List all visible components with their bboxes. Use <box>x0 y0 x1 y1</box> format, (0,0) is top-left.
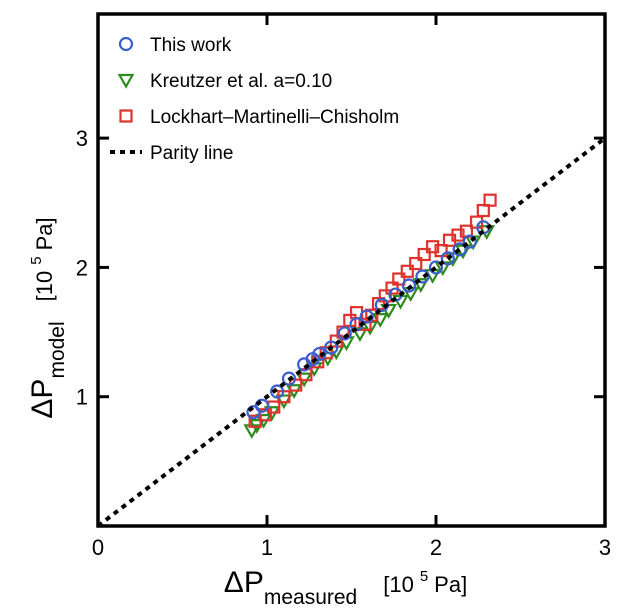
point-this-work <box>359 309 374 324</box>
point-this-work <box>401 278 417 293</box>
x-tick-label: 2 <box>430 535 442 560</box>
x-axis-unit-prefix: [10 <box>383 572 414 597</box>
x-tick-label: 1 <box>261 535 273 560</box>
point-lockhart-martinelli-chisholm <box>476 203 490 218</box>
y-axis-unit-suffix: Pa] <box>32 217 57 250</box>
y-tick-label: 2 <box>76 255 88 280</box>
y-axis-label: ΔPmodel [10 5 Pa] <box>26 217 69 418</box>
point-lockhart-martinelli-chisholm <box>451 228 465 242</box>
point-this-work <box>270 384 285 399</box>
legend: This work Kreutzer et al. a=0.10 Lockhart–… <box>110 35 399 164</box>
legend-swatch-this-work <box>118 36 134 52</box>
y-axis-subscript: model <box>46 321 69 378</box>
point-this-work <box>324 340 339 355</box>
point-this-work <box>312 346 327 362</box>
point-lockhart-martinelli-chisholm <box>434 244 448 258</box>
legend-swatch-lockhart-martinelli-chisholm <box>119 109 133 123</box>
y-axis-exponent: 5 <box>28 256 45 264</box>
legend-swatch-kreutzer-et-al-a-0-10 <box>117 73 135 89</box>
point-kreutzer-et-al-a-0-10 <box>243 424 261 440</box>
point-lockhart-martinelli-chisholm <box>483 193 497 207</box>
x-tick-label: 3 <box>599 535 611 560</box>
x-axis-subscript: measured <box>264 586 357 609</box>
point-this-work <box>452 242 467 257</box>
legend-label-kreutzer-et-al-a-0-10: Kreutzer et al. a=0.10 <box>150 71 332 92</box>
legend-label-this-work: This work <box>150 35 232 56</box>
point-this-work <box>337 326 352 341</box>
y-tick-label: 1 <box>76 385 88 410</box>
plot-frame <box>96 12 607 528</box>
point-lockhart-martinelli-chisholm <box>426 240 440 254</box>
parity-line <box>96 136 607 528</box>
x-axis-symbol: ΔP <box>224 566 264 599</box>
legend-label-parity-line: Parity line <box>150 143 233 164</box>
point-this-work <box>462 234 477 249</box>
x-axis-unit-suffix: Pa] <box>434 572 467 597</box>
point-this-work <box>281 371 297 386</box>
point-this-work <box>428 260 444 275</box>
x-tick-label: 0 <box>92 535 104 560</box>
point-lockhart-martinelli-chisholm <box>417 247 431 262</box>
point-lockhart-martinelli-chisholm <box>409 256 423 271</box>
point-lockhart-martinelli-chisholm <box>392 272 406 286</box>
point-kreutzer-et-al-a-0-10 <box>412 278 430 293</box>
y-axis-unit-prefix: [10 <box>32 271 57 302</box>
y-tick-label: 3 <box>76 126 88 151</box>
point-this-work <box>415 269 430 284</box>
x-axis-exponent: 5 <box>420 568 428 585</box>
plot-marks <box>96 136 607 528</box>
legend-label-lockhart-martinelli-chisholm: Lockhart–Martinelli–Chisholm <box>150 107 399 128</box>
point-this-work <box>254 398 270 413</box>
y-axis-symbol: ΔP <box>26 379 59 419</box>
point-this-work <box>440 251 455 266</box>
point-lockhart-martinelli-chisholm <box>400 264 414 278</box>
x-axis-label: ΔPmeasured [10 5 Pa] <box>224 566 467 609</box>
axis-ticks: 0 1 2 3 1 2 3 <box>76 14 611 560</box>
